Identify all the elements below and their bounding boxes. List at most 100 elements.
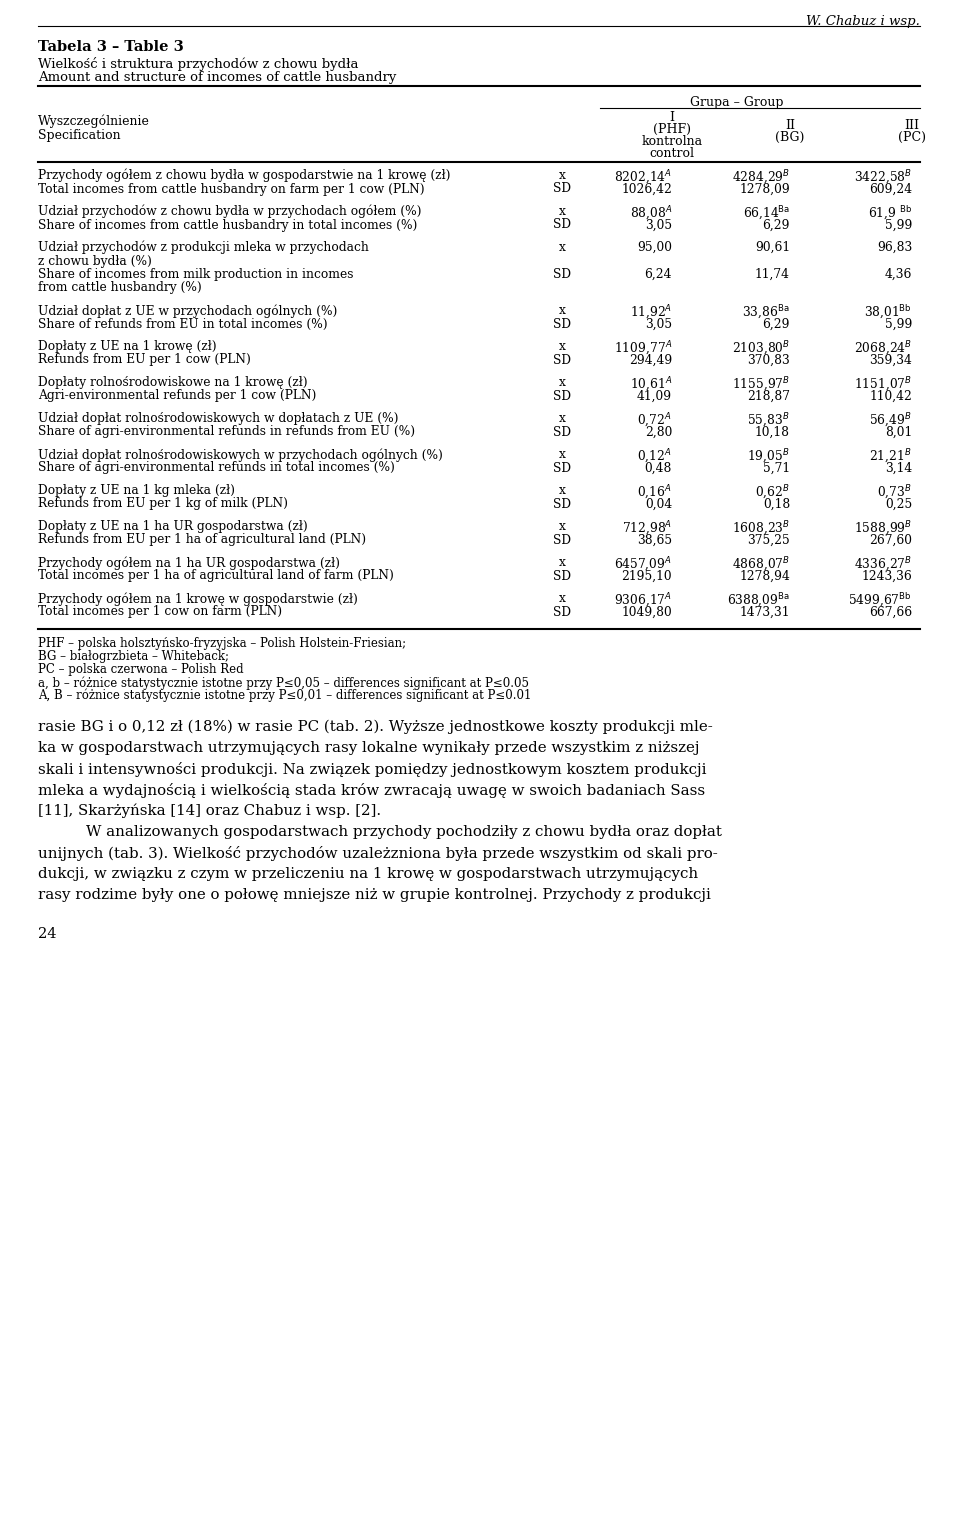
Text: Udział przychodów z produkcji mleka w przychodach: Udział przychodów z produkcji mleka w pr…	[38, 241, 369, 255]
Text: Udział dopłat rolnośrodowiskowych w przychodach ogólnych (%): Udział dopłat rolnośrodowiskowych w przy…	[38, 448, 443, 462]
Text: SD: SD	[553, 268, 571, 280]
Text: x: x	[559, 556, 565, 568]
Text: 2103,80$^B$: 2103,80$^B$	[732, 340, 790, 358]
Text: SD: SD	[553, 497, 571, 511]
Text: SD: SD	[553, 354, 571, 366]
Text: Share of refunds from EU in total incomes (%): Share of refunds from EU in total income…	[38, 317, 327, 331]
Text: Share of agri-environmental refunds in total incomes (%): Share of agri-environmental refunds in t…	[38, 462, 395, 474]
Text: Specification: Specification	[38, 130, 121, 142]
Text: 55,83$^B$: 55,83$^B$	[748, 411, 790, 430]
Text: Udział dopłat rolnośrodowiskowych w dopłatach z UE (%): Udział dopłat rolnośrodowiskowych w dopł…	[38, 411, 398, 425]
Text: 3,05: 3,05	[645, 218, 672, 232]
Text: II: II	[785, 119, 795, 133]
Text: 1155,97$^B$: 1155,97$^B$	[732, 376, 790, 395]
Text: III: III	[904, 119, 920, 133]
Text: 1608,23$^B$: 1608,23$^B$	[732, 520, 790, 538]
Text: 33,86$^{\mathrm{Ba}}$: 33,86$^{\mathrm{Ba}}$	[742, 303, 790, 322]
Text: Dopłaty rolnośrodowiskowe na 1 krowę (zł): Dopłaty rolnośrodowiskowe na 1 krowę (zł…	[38, 376, 307, 389]
Text: BG – białogrzbieta – Whiteback;: BG – białogrzbieta – Whiteback;	[38, 651, 229, 663]
Text: 667,66: 667,66	[869, 605, 912, 619]
Text: 10,18: 10,18	[755, 425, 790, 439]
Text: 0,18: 0,18	[763, 497, 790, 511]
Text: 88,08$^A$: 88,08$^A$	[630, 206, 672, 223]
Text: 8202,14$^A$: 8202,14$^A$	[614, 169, 672, 187]
Text: Przychody ogółem na 1 krowę w gospodarstwie (zł): Przychody ogółem na 1 krowę w gospodarst…	[38, 591, 358, 605]
Text: x: x	[559, 448, 565, 460]
Text: 6,29: 6,29	[762, 317, 790, 331]
Text: SD: SD	[553, 533, 571, 547]
Text: Dopłaty z UE na 1 ha UR gospodarstwa (zł): Dopłaty z UE na 1 ha UR gospodarstwa (zł…	[38, 520, 308, 533]
Text: Agri-environmental refunds per 1 cow (PLN): Agri-environmental refunds per 1 cow (PL…	[38, 390, 317, 402]
Text: 41,09: 41,09	[636, 390, 672, 402]
Text: x: x	[559, 241, 565, 255]
Text: (PC): (PC)	[898, 131, 926, 143]
Text: 61,9 $^{\mathrm{Bb}}$: 61,9 $^{\mathrm{Bb}}$	[868, 206, 912, 223]
Text: x: x	[559, 520, 565, 533]
Text: 56,49$^B$: 56,49$^B$	[870, 411, 912, 430]
Text: Refunds from EU per 1 kg of milk (PLN): Refunds from EU per 1 kg of milk (PLN)	[38, 497, 288, 511]
Text: 5,99: 5,99	[884, 317, 912, 331]
Text: Wyszczególnienie: Wyszczególnienie	[38, 114, 150, 128]
Text: SD: SD	[553, 317, 571, 331]
Text: 5499,67$^{\mathrm{Bb}}$: 5499,67$^{\mathrm{Bb}}$	[849, 591, 912, 610]
Text: 294,49: 294,49	[629, 354, 672, 366]
Text: PHF – polska holsztyńsko-fryzyjska – Polish Holstein-Friesian;: PHF – polska holsztyńsko-fryzyjska – Pol…	[38, 637, 406, 651]
Text: Udział dopłat z UE w przychodach ogólnych (%): Udział dopłat z UE w przychodach ogólnyc…	[38, 303, 337, 317]
Text: 0,72$^A$: 0,72$^A$	[637, 411, 672, 430]
Text: 38,65: 38,65	[636, 533, 672, 547]
Text: SD: SD	[553, 570, 571, 582]
Text: 96,83: 96,83	[876, 241, 912, 255]
Text: 6,24: 6,24	[644, 268, 672, 280]
Text: Dopłaty z UE na 1 kg mleka (zł): Dopłaty z UE na 1 kg mleka (zł)	[38, 485, 235, 497]
Text: 1109,77$^A$: 1109,77$^A$	[613, 340, 672, 358]
Text: Share of incomes from milk production in incomes: Share of incomes from milk production in…	[38, 268, 353, 280]
Text: Total incomes per 1 cow on farm (PLN): Total incomes per 1 cow on farm (PLN)	[38, 605, 282, 619]
Text: 95,00: 95,00	[637, 241, 672, 255]
Text: Dopłaty z UE na 1 krowę (zł): Dopłaty z UE na 1 krowę (zł)	[38, 340, 217, 354]
Text: x: x	[559, 411, 565, 425]
Text: 24: 24	[38, 927, 57, 940]
Text: 9306,17$^A$: 9306,17$^A$	[614, 591, 672, 610]
Text: SD: SD	[553, 218, 571, 232]
Text: A, B – różnice statystycznie istotne przy P≤0,01 – differences significant at P≤: A, B – różnice statystycznie istotne prz…	[38, 689, 532, 703]
Text: 1278,94: 1278,94	[739, 570, 790, 582]
Text: 609,24: 609,24	[869, 183, 912, 195]
Text: Udział przychodów z chowu bydła w przychodach ogółem (%): Udział przychodów z chowu bydła w przych…	[38, 206, 421, 218]
Text: 3,05: 3,05	[645, 317, 672, 331]
Text: dukcji, w związku z czym w przeliczeniu na 1 krowę w gospodarstwach utrzymującyc: dukcji, w związku z czym w przeliczeniu …	[38, 867, 698, 881]
Text: (PHF): (PHF)	[653, 123, 691, 136]
Text: 2068,24$^B$: 2068,24$^B$	[853, 340, 912, 358]
Text: 1151,07$^B$: 1151,07$^B$	[853, 376, 912, 395]
Text: control: control	[650, 146, 694, 160]
Text: 4,36: 4,36	[884, 268, 912, 280]
Text: 218,87: 218,87	[747, 390, 790, 402]
Text: SD: SD	[553, 390, 571, 402]
Text: 6457,09$^A$: 6457,09$^A$	[614, 556, 672, 575]
Text: 370,83: 370,83	[747, 354, 790, 366]
Text: 359,34: 359,34	[869, 354, 912, 366]
Text: Refunds from EU per 1 cow (PLN): Refunds from EU per 1 cow (PLN)	[38, 354, 251, 366]
Text: Wielkość i struktura przychodów z chowu bydła: Wielkość i struktura przychodów z chowu …	[38, 56, 358, 72]
Text: 4336,27$^B$: 4336,27$^B$	[853, 556, 912, 575]
Text: x: x	[559, 206, 565, 218]
Text: (BG): (BG)	[776, 131, 804, 143]
Text: 0,25: 0,25	[885, 497, 912, 511]
Text: 5,71: 5,71	[763, 462, 790, 474]
Text: 21,21$^B$: 21,21$^B$	[870, 448, 912, 466]
Text: Total incomes from cattle husbandry on farm per 1 cow (PLN): Total incomes from cattle husbandry on f…	[38, 183, 424, 195]
Text: kontrolna: kontrolna	[641, 136, 703, 148]
Text: a, b – różnice statystycznie istotne przy P≤0,05 – differences significant at P≤: a, b – różnice statystycznie istotne prz…	[38, 677, 529, 689]
Text: from cattle husbandry (%): from cattle husbandry (%)	[38, 282, 202, 294]
Text: 6,29: 6,29	[762, 218, 790, 232]
Text: 0,62$^B$: 0,62$^B$	[756, 485, 790, 501]
Text: Tabela 3 – Table 3: Tabela 3 – Table 3	[38, 40, 183, 53]
Text: 1026,42: 1026,42	[621, 183, 672, 195]
Text: 110,42: 110,42	[869, 390, 912, 402]
Text: I: I	[669, 111, 675, 123]
Text: 1588,99$^B$: 1588,99$^B$	[853, 520, 912, 538]
Text: PC – polska czerwona – Polish Red: PC – polska czerwona – Polish Red	[38, 663, 244, 677]
Text: Total incomes per 1 ha of agricultural land of farm (PLN): Total incomes per 1 ha of agricultural l…	[38, 570, 394, 582]
Text: mleka a wydajnością i wielkością stada krów zwracają uwagę w swoich badaniach Sa: mleka a wydajnością i wielkością stada k…	[38, 783, 706, 799]
Text: skali i intensywności produkcji. Na związek pomiędzy jednostkowym kosztem produk: skali i intensywności produkcji. Na zwią…	[38, 762, 707, 777]
Text: Refunds from EU per 1 ha of agricultural land (PLN): Refunds from EU per 1 ha of agricultural…	[38, 533, 366, 547]
